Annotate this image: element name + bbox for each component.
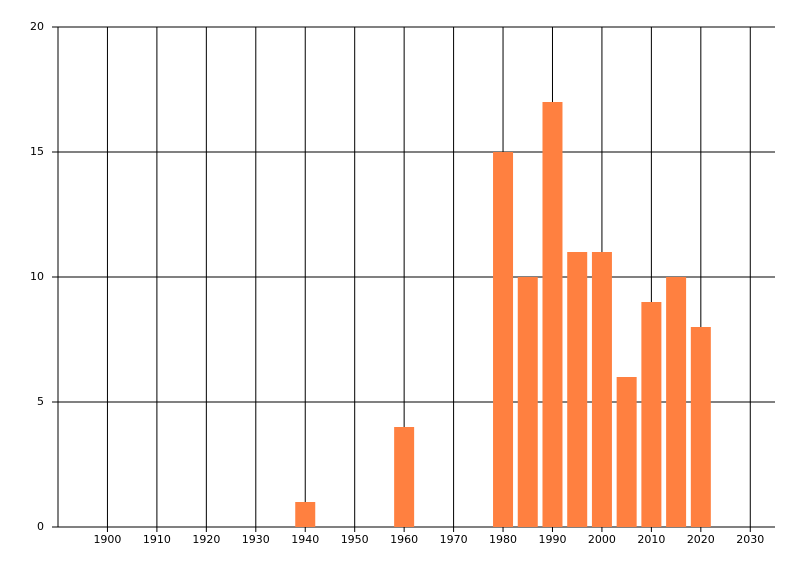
x-tick-label: 1910: [143, 533, 171, 546]
x-tick-label: 1990: [538, 533, 566, 546]
bar: [493, 152, 514, 527]
x-tick-label: 2030: [736, 533, 764, 546]
bar: [542, 102, 563, 527]
bar: [616, 377, 637, 527]
y-tick-label: 15: [30, 145, 44, 158]
bar: [641, 302, 662, 527]
x-tick-label: 1970: [440, 533, 468, 546]
bar: [517, 277, 538, 527]
y-tick-label: 0: [37, 520, 44, 533]
bar: [567, 252, 588, 527]
x-tick-label: 2010: [637, 533, 665, 546]
x-tick-label: 1900: [93, 533, 121, 546]
y-tick-label: 10: [30, 270, 44, 283]
x-tick-label: 1950: [341, 533, 369, 546]
bar: [690, 327, 711, 527]
y-tick-label: 5: [37, 395, 44, 408]
x-tick-label: 1960: [390, 533, 418, 546]
x-tick-label: 2020: [687, 533, 715, 546]
bar: [394, 427, 415, 527]
y-tick-label: 20: [30, 20, 44, 33]
bar: [666, 277, 687, 527]
bar: [591, 252, 612, 527]
bar: [295, 502, 316, 527]
x-tick-label: 1980: [489, 533, 517, 546]
x-tick-label: 1930: [242, 533, 270, 546]
x-tick-label: 1940: [291, 533, 319, 546]
x-tick-label: 1920: [192, 533, 220, 546]
x-tick-label: 2000: [588, 533, 616, 546]
